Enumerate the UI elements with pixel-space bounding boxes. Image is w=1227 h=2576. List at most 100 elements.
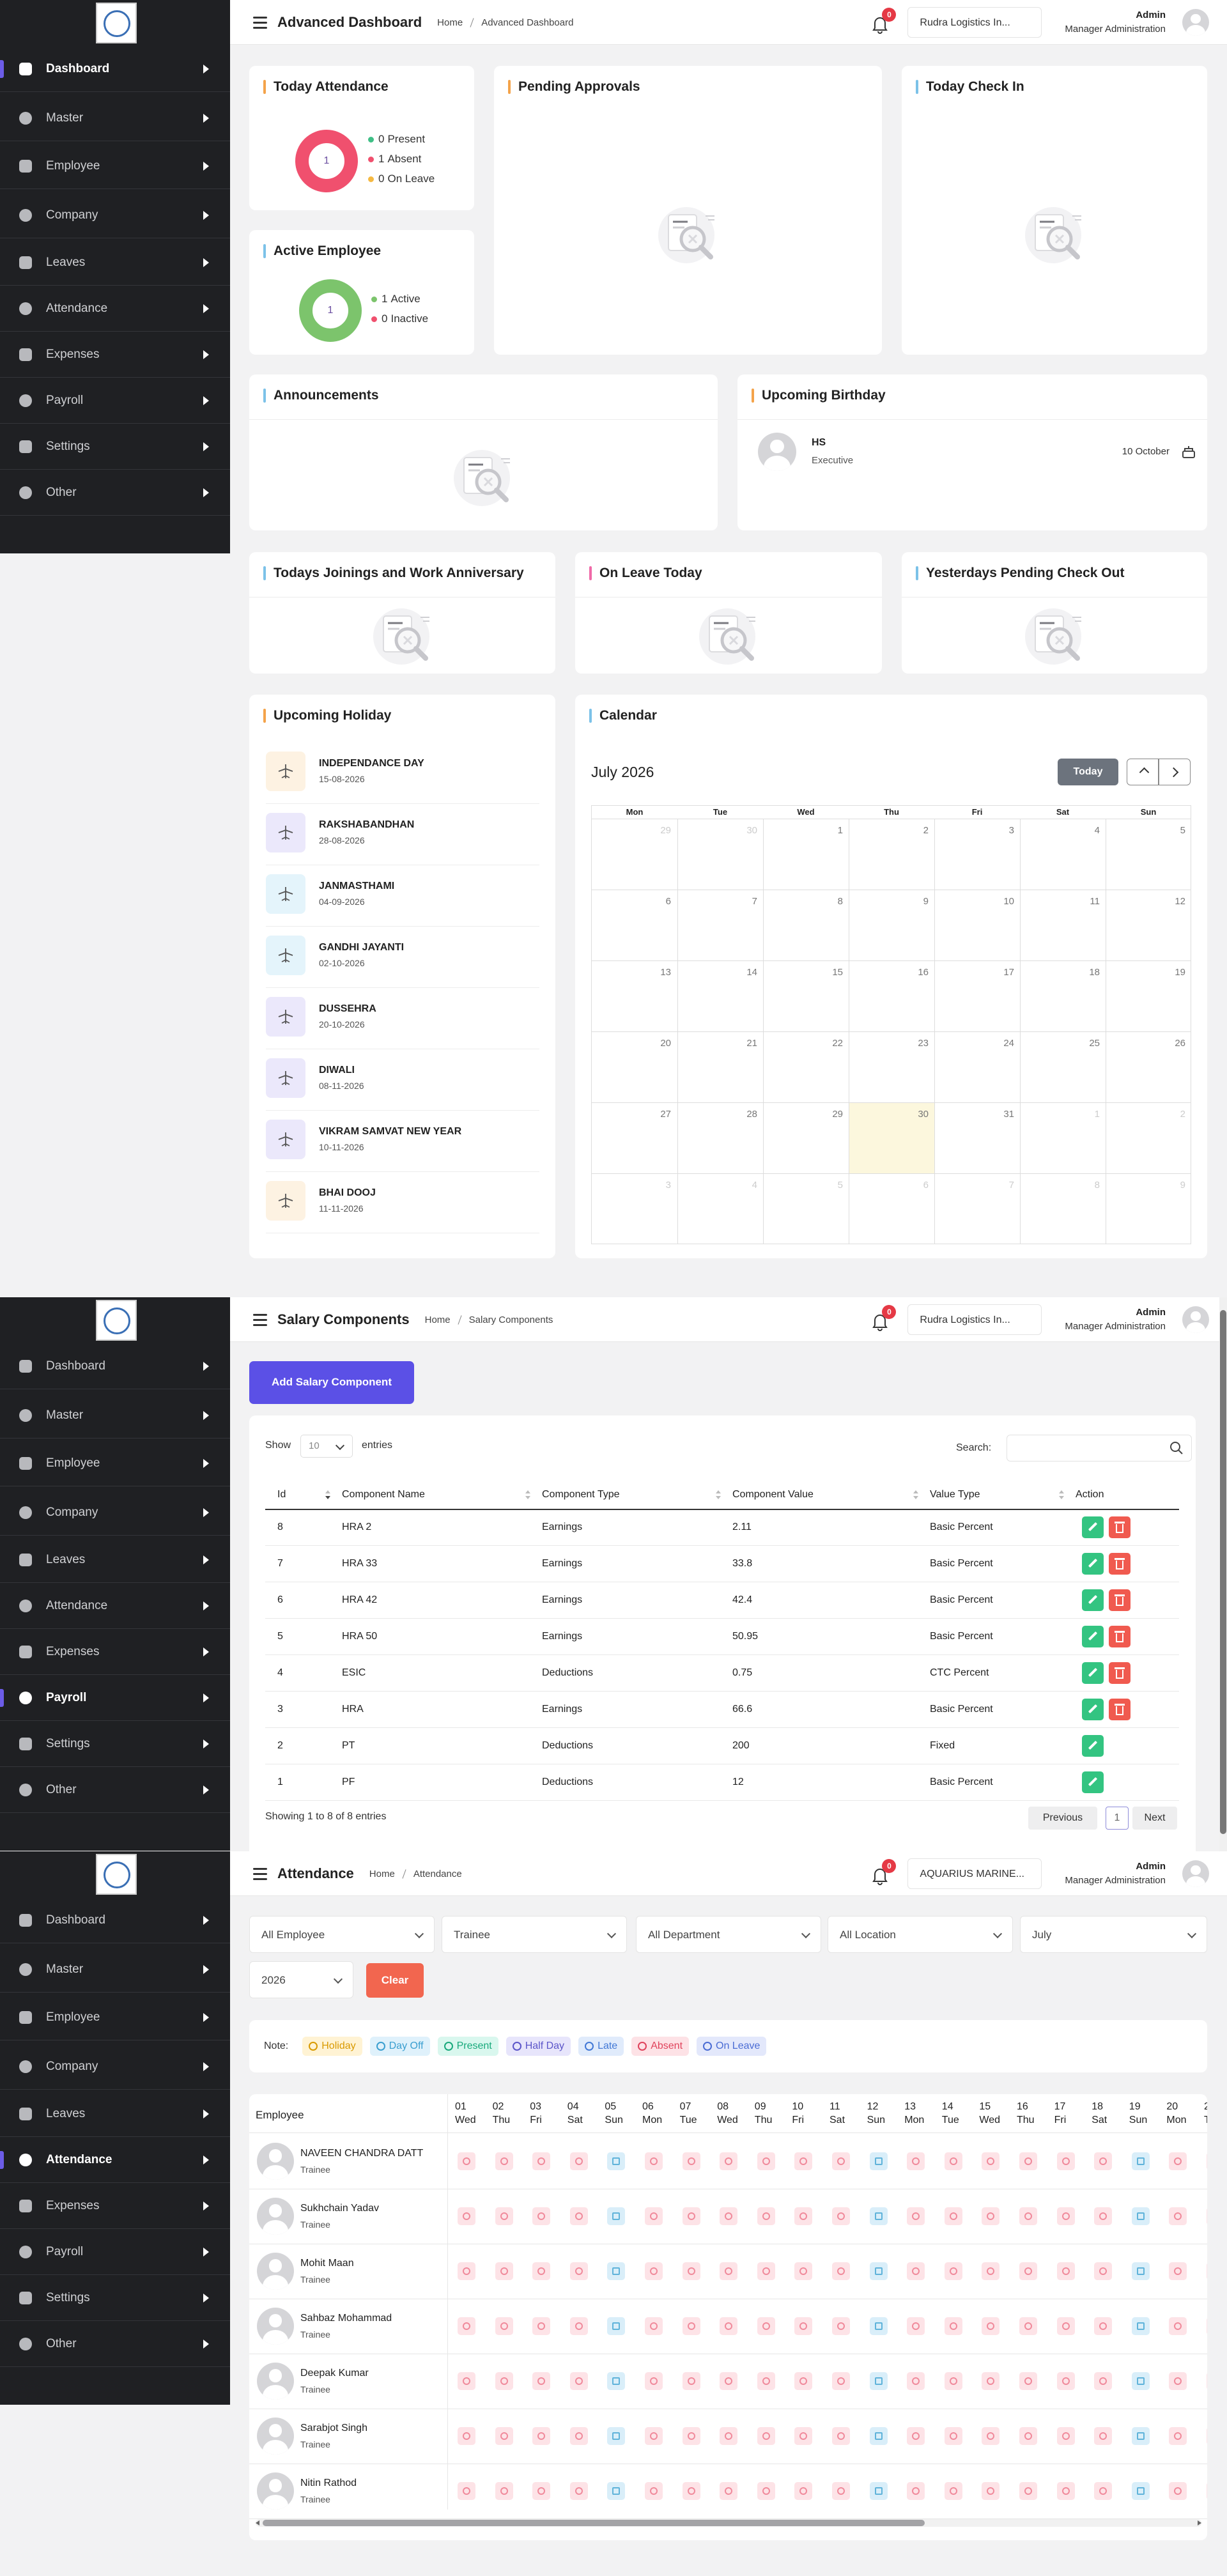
calendar-day[interactable]: 5	[763, 1173, 849, 1244]
attendance-cell[interactable]	[832, 2207, 850, 2225]
menu-item[interactable]: Other	[0, 470, 230, 516]
column-header[interactable]: Id	[277, 1489, 286, 1500]
calendar-day[interactable]: 14	[677, 960, 763, 1031]
filter-select[interactable]: July	[1020, 1916, 1207, 1953]
next-button[interactable]: Next	[1132, 1807, 1177, 1830]
attendance-cell[interactable]	[1019, 2262, 1037, 2280]
attendance-cell[interactable]	[495, 2317, 513, 2335]
calendar-day[interactable]: 7	[934, 1173, 1020, 1244]
attendance-cell[interactable]	[982, 2262, 1000, 2280]
attendance-cell[interactable]	[1094, 2262, 1113, 2280]
attendance-cell[interactable]	[832, 2317, 850, 2335]
attendance-cell[interactable]	[720, 2317, 738, 2335]
attendance-cell[interactable]	[569, 2482, 588, 2500]
attendance-cell[interactable]	[1169, 2207, 1187, 2225]
menu-toggle[interactable]	[251, 1864, 271, 1883]
attendance-cell[interactable]	[757, 2152, 775, 2170]
attendance-cell[interactable]	[532, 2317, 551, 2335]
attendance-cell[interactable]	[982, 2317, 1000, 2335]
attendance-cell[interactable]	[1169, 2372, 1187, 2390]
attendance-cell[interactable]	[757, 2372, 775, 2390]
attendance-cell[interactable]	[607, 2427, 626, 2445]
today-button[interactable]: Today	[1058, 759, 1118, 785]
attendance-cell[interactable]	[757, 2427, 775, 2445]
delete-button[interactable]	[1109, 1553, 1131, 1575]
attendance-cell[interactable]	[1019, 2207, 1037, 2225]
attendance-cell[interactable]	[645, 2427, 663, 2445]
menu-item[interactable]: Company	[0, 1490, 230, 1536]
company-select[interactable]: AQUARIUS MARINE...	[907, 1858, 1042, 1889]
menu-item[interactable]: Leaves	[0, 1537, 230, 1583]
attendance-cell[interactable]	[495, 2152, 513, 2170]
attendance-cell[interactable]	[907, 2262, 925, 2280]
calendar-day[interactable]: 30	[677, 819, 763, 890]
menu-item[interactable]: Master	[0, 1392, 230, 1438]
attendance-cell[interactable]	[682, 2152, 700, 2170]
company-select[interactable]: Rudra Logistics In...	[907, 7, 1042, 38]
attendance-cell[interactable]	[532, 2482, 551, 2500]
attendance-cell[interactable]	[1094, 2152, 1113, 2170]
calendar-day[interactable]: 8	[763, 890, 849, 960]
attendance-cell[interactable]	[495, 2482, 513, 2500]
column-header[interactable]: Value Type	[930, 1489, 980, 1500]
calendar-day[interactable]: 26	[1106, 1031, 1191, 1102]
attendance-cell[interactable]	[645, 2262, 663, 2280]
attendance-cell[interactable]	[869, 2262, 888, 2280]
attendance-cell[interactable]	[944, 2152, 962, 2170]
attendance-cell[interactable]	[607, 2482, 626, 2500]
delete-button[interactable]	[1109, 1662, 1131, 1684]
calendar-day[interactable]: 23	[849, 1031, 934, 1102]
filter-select[interactable]: 2026	[249, 1961, 353, 1998]
attendance-cell[interactable]	[794, 2152, 813, 2170]
attendance-cell[interactable]	[569, 2152, 588, 2170]
delete-button[interactable]	[1109, 1699, 1131, 1720]
delete-button[interactable]	[1109, 1516, 1131, 1538]
calendar-day[interactable]: 3	[592, 1173, 677, 1244]
attendance-cell[interactable]	[944, 2427, 962, 2445]
menu-item[interactable]: Payroll	[0, 2229, 230, 2275]
attendance-cell[interactable]	[869, 2372, 888, 2390]
attendance-cell[interactable]	[757, 2317, 775, 2335]
attendance-cell[interactable]	[720, 2372, 738, 2390]
calendar-day[interactable]: 11	[1020, 890, 1106, 960]
attendance-cell[interactable]	[1094, 2482, 1113, 2500]
calendar-day[interactable]: 5	[1106, 819, 1191, 890]
attendance-cell[interactable]	[607, 2372, 626, 2390]
attendance-cell[interactable]	[832, 2372, 850, 2390]
calendar-day[interactable]: 8	[1020, 1173, 1106, 1244]
add-button[interactable]: Add Salary Component	[249, 1361, 414, 1404]
menu-item[interactable]: Other	[0, 1767, 230, 1813]
attendance-cell[interactable]	[569, 2262, 588, 2280]
attendance-cell[interactable]	[1056, 2262, 1075, 2280]
attendance-cell[interactable]	[569, 2427, 588, 2445]
attendance-cell[interactable]	[458, 2152, 475, 2170]
attendance-cell[interactable]	[645, 2482, 663, 2500]
menu-item[interactable]: Employee	[0, 1440, 230, 1486]
notification-bell[interactable]: 0	[872, 1305, 897, 1331]
attendance-cell[interactable]	[907, 2372, 925, 2390]
attendance-cell[interactable]	[532, 2262, 551, 2280]
attendance-cell[interactable]	[569, 2317, 588, 2335]
breadcrumb-link[interactable]: Home	[424, 1314, 451, 1325]
menu-item[interactable]: Dashboard	[0, 1343, 230, 1389]
user-block[interactable]: Admin Manager Administration	[1065, 1306, 1166, 1334]
calendar-day[interactable]: 29	[592, 819, 677, 890]
attendance-cell[interactable]	[832, 2262, 850, 2280]
menu-item[interactable]: Company	[0, 192, 230, 238]
company-select[interactable]: Rudra Logistics In...	[907, 1304, 1042, 1335]
filter-select[interactable]: Trainee	[442, 1916, 627, 1953]
menu-item[interactable]: Attendance	[0, 2137, 230, 2183]
attendance-cell[interactable]	[1131, 2152, 1150, 2170]
edit-button[interactable]	[1082, 1662, 1104, 1684]
attendance-cell[interactable]	[832, 2427, 850, 2445]
attendance-cell[interactable]	[1056, 2207, 1075, 2225]
edit-button[interactable]	[1082, 1771, 1104, 1793]
menu-item[interactable]: Employee	[0, 143, 230, 189]
calendar-day[interactable]: 22	[763, 1031, 849, 1102]
calendar-day[interactable]: 18	[1020, 960, 1106, 1031]
calendar-day[interactable]: 15	[763, 960, 849, 1031]
clear-button[interactable]: Clear	[366, 1963, 424, 1998]
breadcrumb-link[interactable]: Home	[369, 1868, 395, 1879]
menu-item[interactable]: Settings	[0, 1721, 230, 1767]
delete-button[interactable]	[1109, 1626, 1131, 1647]
